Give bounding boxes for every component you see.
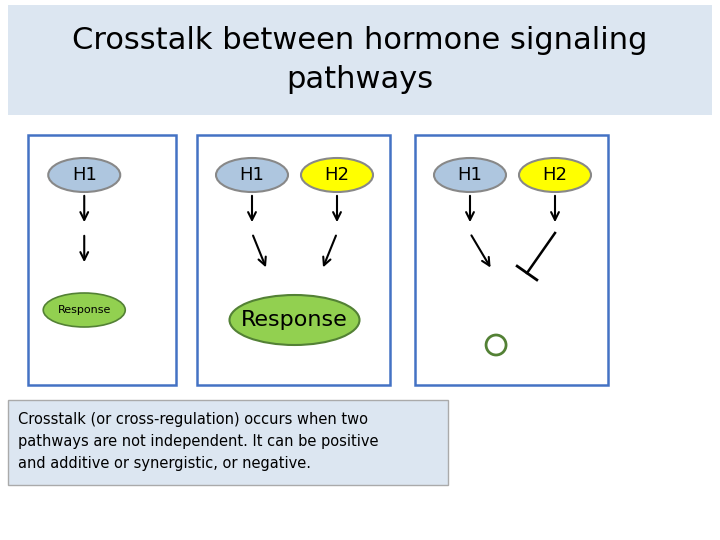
Ellipse shape [48,158,120,192]
Bar [8,5,712,115]
Bar [8,400,448,485]
Ellipse shape [301,158,373,192]
Text: H1: H1 [458,166,482,184]
Text: Crosstalk (or cross-regulation) occurs when two
pathways are not independent. It: Crosstalk (or cross-regulation) occurs w… [18,412,379,471]
Ellipse shape [519,158,591,192]
Bar [197,135,390,385]
Text: H1: H1 [240,166,264,184]
Bar [28,135,176,385]
Text: H2: H2 [325,166,349,184]
Ellipse shape [434,158,506,192]
Ellipse shape [230,295,359,345]
Text: H1: H1 [72,166,96,184]
Text: Response: Response [241,310,348,330]
Text: Crosstalk between hormone signaling
pathways: Crosstalk between hormone signaling path… [72,26,648,93]
Bar [415,135,608,385]
Ellipse shape [43,293,125,327]
Ellipse shape [216,158,288,192]
Text: H2: H2 [542,166,567,184]
Text: Response: Response [58,305,111,315]
